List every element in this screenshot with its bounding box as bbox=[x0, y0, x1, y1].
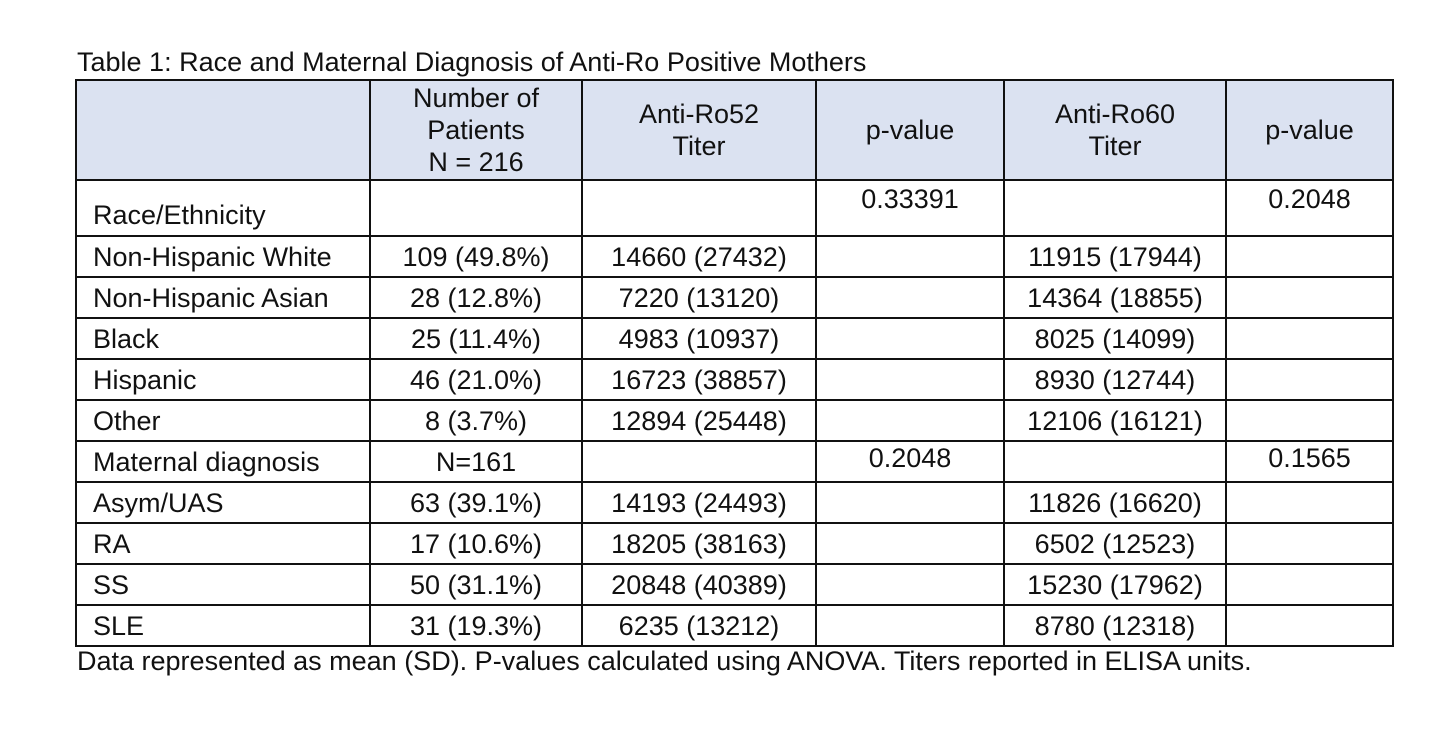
p-value-ro52-cell bbox=[815, 563, 1005, 606]
ro60-titer-cell: 15230 (17962) bbox=[1003, 563, 1227, 606]
table-row: RA 17 (10.6%) 18205 (38163) 6502 (12523) bbox=[75, 522, 1394, 565]
row-label-cell: Non-Hispanic Asian bbox=[75, 276, 371, 319]
table-row: Maternal diagnosis N=161 0.2048 0.1565 bbox=[75, 440, 1394, 483]
p-value-ro52-cell: 0.33391 bbox=[815, 179, 1005, 237]
p-value-ro52-cell bbox=[815, 604, 1005, 647]
patients-cell: 8 (3.7%) bbox=[369, 399, 583, 442]
table-footnote: Data represented as mean (SD). P-values … bbox=[77, 646, 1252, 676]
patients-cell: 46 (21.0%) bbox=[369, 358, 583, 401]
row-label-cell: Black bbox=[75, 317, 371, 360]
ro52-titer-cell bbox=[581, 179, 817, 237]
row-label-cell: SLE bbox=[75, 604, 371, 647]
p-value-ro52-cell bbox=[815, 481, 1005, 524]
header-text: Anti-Ro60 bbox=[1054, 99, 1176, 129]
row-label-cell: Other bbox=[75, 399, 371, 442]
patients-cell: N=161 bbox=[369, 440, 583, 483]
p-value-ro52-cell: 0.2048 bbox=[815, 440, 1005, 483]
header-cell-p-value-ro60: p-value bbox=[1225, 79, 1394, 181]
row-label-cell: Asym/UAS bbox=[75, 481, 371, 524]
ro60-titer-cell: 6502 (12523) bbox=[1003, 522, 1227, 565]
patients-cell: 109 (49.8%) bbox=[369, 235, 583, 278]
p-value-ro60-cell bbox=[1225, 317, 1394, 360]
ro60-titer-cell: 8025 (14099) bbox=[1003, 317, 1227, 360]
p-value-ro60-cell: 0.1565 bbox=[1225, 440, 1394, 483]
row-label-cell: Non-Hispanic White bbox=[75, 235, 371, 278]
ro52-titer-cell: 18205 (38163) bbox=[581, 522, 817, 565]
header-text: Number of bbox=[412, 83, 540, 113]
p-value-ro60-cell bbox=[1225, 481, 1394, 524]
p-value-ro60-cell bbox=[1225, 276, 1394, 319]
header-text: N = 216 bbox=[428, 147, 524, 177]
patients-cell: 63 (39.1%) bbox=[369, 481, 583, 524]
p-value-ro52-cell bbox=[815, 276, 1005, 319]
header-text: Anti-Ro52 bbox=[638, 99, 760, 129]
header-cell-ro60-titer: Anti-Ro60 Titer bbox=[1003, 79, 1227, 181]
ro60-titer-cell: 8780 (12318) bbox=[1003, 604, 1227, 647]
ro52-titer-cell bbox=[581, 440, 817, 483]
p-value-ro60-cell bbox=[1225, 399, 1394, 442]
row-label-cell: SS bbox=[75, 563, 371, 606]
ro60-titer-cell bbox=[1003, 440, 1227, 483]
ro60-titer-cell bbox=[1003, 179, 1227, 237]
table-row: Hispanic 46 (21.0%) 16723 (38857) 8930 (127… bbox=[75, 358, 1394, 401]
p-value-ro60-cell bbox=[1225, 604, 1394, 647]
p-value-ro60-cell bbox=[1225, 358, 1394, 401]
patients-cell: 50 (31.1%) bbox=[369, 563, 583, 606]
ro60-titer-cell: 14364 (18855) bbox=[1003, 276, 1227, 319]
patients-cell: 25 (11.4%) bbox=[369, 317, 583, 360]
p-value-ro60-cell bbox=[1225, 563, 1394, 606]
ro52-titer-cell: 14193 (24493) bbox=[581, 481, 817, 524]
ro52-titer-cell: 20848 (40389) bbox=[581, 563, 817, 606]
row-label-cell: RA bbox=[75, 522, 371, 565]
table-row: Non-Hispanic White 109 (49.8%) 14660 (2743… bbox=[75, 235, 1394, 278]
header-text: Titer bbox=[1088, 131, 1142, 161]
header-cell-ro52-titer: Anti-Ro52 Titer bbox=[581, 79, 817, 181]
p-value-ro60-cell bbox=[1225, 522, 1394, 565]
header-text: Patients bbox=[427, 115, 525, 145]
patients-cell bbox=[369, 179, 583, 237]
table-body: Race/Ethnicity 0.33391 0.2048 Non-Hispanic … bbox=[75, 179, 1394, 647]
table-row: Black 25 (11.4%) 4983 (10937) 8025 (14099) bbox=[75, 317, 1394, 360]
ro60-titer-cell: 8930 (12744) bbox=[1003, 358, 1227, 401]
ro52-titer-cell: 14660 (27432) bbox=[581, 235, 817, 278]
ro52-titer-cell: 4983 (10937) bbox=[581, 317, 817, 360]
header-cell-patients: Number of Patients N = 216 bbox=[369, 79, 583, 181]
ro52-titer-cell: 12894 (25448) bbox=[581, 399, 817, 442]
header-row: Number of Patients N = 216 Anti-Ro52 Tit… bbox=[75, 79, 1394, 181]
table-caption: Table 1: Race and Maternal Diagnosis of … bbox=[77, 47, 867, 77]
p-value-ro52-cell bbox=[815, 317, 1005, 360]
row-label-cell: Hispanic bbox=[75, 358, 371, 401]
header-text: Titer bbox=[672, 131, 726, 161]
header-cell-p-value-ro52: p-value bbox=[815, 79, 1005, 181]
p-value-ro52-cell bbox=[815, 235, 1005, 278]
table-row: Non-Hispanic Asian 28 (12.8%) 7220 (13120)… bbox=[75, 276, 1394, 319]
patients-cell: 28 (12.8%) bbox=[369, 276, 583, 319]
header-cell-label bbox=[75, 79, 371, 181]
p-value-ro60-cell bbox=[1225, 235, 1394, 278]
patients-cell: 31 (19.3%) bbox=[369, 604, 583, 647]
row-label-cell: Race/Ethnicity bbox=[75, 179, 371, 237]
table-row: SLE 31 (19.3%) 6235 (13212) 8780 (12318) bbox=[75, 604, 1394, 647]
table-row: Race/Ethnicity 0.33391 0.2048 bbox=[75, 179, 1394, 237]
row-label-cell: Maternal diagnosis bbox=[75, 440, 371, 483]
table-row: Asym/UAS 63 (39.1%) 14193 (24493) 11826 (16… bbox=[75, 481, 1394, 524]
table-row: SS 50 (31.1%) 20848 (40389) 15230 (17962) bbox=[75, 563, 1394, 606]
ro52-titer-cell: 7220 (13120) bbox=[581, 276, 817, 319]
data-table: Number of Patients N = 216 Anti-Ro52 Tit… bbox=[75, 79, 1394, 647]
ro52-titer-cell: 16723 (38857) bbox=[581, 358, 817, 401]
patients-cell: 17 (10.6%) bbox=[369, 522, 583, 565]
ro60-titer-cell: 11826 (16620) bbox=[1003, 481, 1227, 524]
ro52-titer-cell: 6235 (13212) bbox=[581, 604, 817, 647]
p-value-ro52-cell bbox=[815, 358, 1005, 401]
ro60-titer-cell: 11915 (17944) bbox=[1003, 235, 1227, 278]
p-value-ro52-cell bbox=[815, 522, 1005, 565]
table-row: Other 8 (3.7%) 12894 (25448) 12106 (16121) bbox=[75, 399, 1394, 442]
ro60-titer-cell: 12106 (16121) bbox=[1003, 399, 1227, 442]
p-value-ro52-cell bbox=[815, 399, 1005, 442]
p-value-ro60-cell: 0.2048 bbox=[1225, 179, 1394, 237]
